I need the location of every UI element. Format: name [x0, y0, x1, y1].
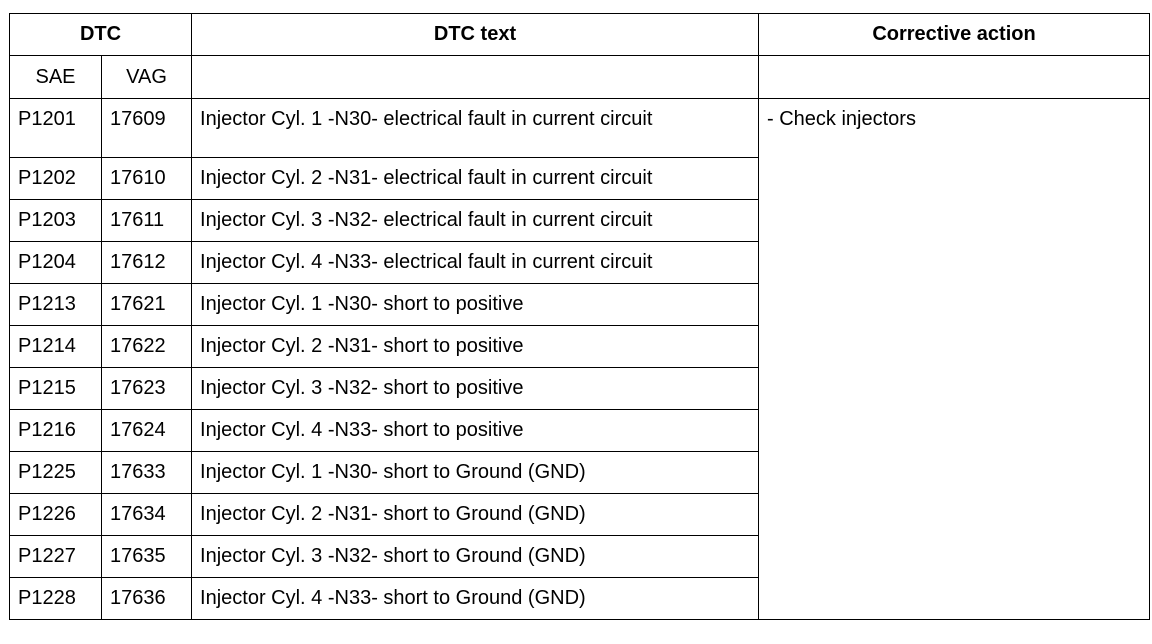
cell-sae: P1201 [9, 98, 102, 158]
cell-text: Injector Cyl. 2 -N31- short to Ground (G… [191, 493, 760, 536]
cell-text: Injector Cyl. 3 -N32- electrical fault i… [191, 199, 760, 242]
cell-text: Injector Cyl. 4 -N33- short to positive [191, 409, 760, 452]
dtc-table: DTC DTC text Corrective action SAE VAG P… [8, 13, 1151, 620]
cell-vag: 17635 [100, 535, 193, 578]
cell-vag: 17636 [100, 577, 193, 620]
cell-vag: 17624 [100, 409, 193, 452]
subheader-empty [758, 55, 1151, 99]
cell-sae: P1204 [9, 241, 102, 284]
cell-vag: 17634 [100, 493, 193, 536]
header-row: DTC DTC text Corrective action [8, 13, 1151, 56]
cell-vag: 17623 [100, 367, 193, 410]
table-row: P1203 17611 Injector Cyl. 3 -N32- electric… [9, 199, 1150, 242]
corrective-action-cell: - Check injectors [758, 98, 1151, 620]
cell-text: Injector Cyl. 4 -N33- short to Ground (G… [191, 577, 760, 620]
cell-text: Injector Cyl. 2 -N31- short to positive [191, 325, 760, 368]
cell-sae: P1215 [9, 367, 102, 410]
cell-text: Injector Cyl. 1 -N30- electrical fault i… [191, 98, 760, 158]
subheader-row: SAE VAG [9, 55, 1151, 99]
table-row: P1213 17621 Injector Cyl. 1 -N30- short to… [9, 283, 1150, 326]
header-vag: VAG [100, 55, 193, 99]
header-dtc: DTC [8, 13, 193, 56]
cell-sae: P1228 [9, 577, 102, 620]
cell-text: Injector Cyl. 1 -N30- short to Ground (G… [191, 451, 760, 494]
table-row: P1228 17636 Injector Cyl. 4 -N33- short to… [9, 577, 1150, 620]
cell-vag: 17610 [100, 157, 193, 200]
table-row: P1201 17609 Injector Cyl. 1 -N30- electric… [9, 98, 1151, 620]
cell-text: Injector Cyl. 4 -N33- electrical fault i… [191, 241, 760, 284]
header-corrective-action: Corrective action [758, 13, 1151, 56]
cell-vag: 17633 [100, 451, 193, 494]
table-row: P1202 17610 Injector Cyl. 2 -N31- electric… [9, 157, 1150, 200]
table-row: P1227 17635 Injector Cyl. 3 -N32- short to… [9, 535, 1150, 578]
cell-vag: 17611 [100, 199, 193, 242]
cell-vag: 17622 [100, 325, 193, 368]
table-row: P1204 17612 Injector Cyl. 4 -N33- electric… [9, 241, 1150, 284]
cell-sae: P1202 [9, 157, 102, 200]
cell-sae: P1214 [9, 325, 102, 368]
cell-text: Injector Cyl. 3 -N32- short to positive [191, 367, 760, 410]
header-dtc-text: DTC text [191, 13, 760, 56]
cell-vag: 17609 [100, 98, 193, 158]
cell-sae: P1225 [9, 451, 102, 494]
cell-vag: 17612 [100, 241, 193, 284]
cell-text: Injector Cyl. 3 -N32- short to Ground (G… [191, 535, 760, 578]
cell-sae: P1213 [9, 283, 102, 326]
table-row: P1225 17633 Injector Cyl. 1 -N30- short to… [9, 451, 1150, 494]
table-row: P1214 17622 Injector Cyl. 2 -N31- short to… [9, 325, 1150, 368]
table-row: P1226 17634 Injector Cyl. 2 -N31- short to… [9, 493, 1150, 536]
header-sae: SAE [9, 55, 102, 99]
cell-sae: P1216 [9, 409, 102, 452]
cell-text: Injector Cyl. 1 -N30- short to positive [191, 283, 760, 326]
cell-sae: P1227 [9, 535, 102, 578]
cell-sae: P1203 [9, 199, 102, 242]
subheader-empty [191, 55, 760, 99]
cell-text: Injector Cyl. 2 -N31- electrical fault i… [191, 157, 760, 200]
cell-vag: 17621 [100, 283, 193, 326]
cell-sae: P1226 [9, 493, 102, 536]
table-row: P1216 17624 Injector Cyl. 4 -N33- short to… [9, 409, 1150, 452]
